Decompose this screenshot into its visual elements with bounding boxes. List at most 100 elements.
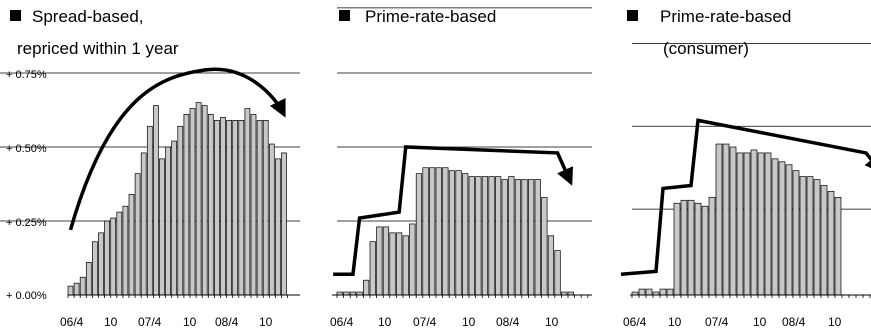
bar	[262, 120, 269, 296]
bar	[250, 114, 257, 296]
bar	[708, 196, 716, 296]
bar	[501, 179, 508, 296]
bar	[146, 125, 153, 296]
bar	[534, 179, 541, 296]
bar	[409, 223, 416, 296]
bar	[547, 235, 555, 296]
bar	[715, 143, 723, 296]
bar	[195, 102, 202, 296]
x-tick-label: 07/4	[138, 315, 162, 329]
bar	[495, 176, 502, 296]
x-tick-label: 10	[668, 315, 682, 329]
trend-arrow	[68, 67, 286, 231]
bar	[396, 232, 403, 296]
bar	[743, 152, 751, 296]
bar	[382, 226, 390, 296]
panel-title-line2: repriced within 1 year	[17, 39, 179, 58]
bar	[85, 262, 92, 296]
bar	[92, 241, 98, 296]
bar	[468, 176, 475, 296]
bar	[694, 202, 702, 296]
bar	[722, 143, 730, 296]
x-tick-label: 10	[259, 315, 273, 329]
bar	[778, 161, 786, 296]
bar	[244, 108, 251, 296]
bar	[104, 220, 110, 296]
bar	[554, 250, 561, 296]
y-tick-label: + 0.25%	[6, 217, 47, 229]
panel-title-line1: Spread-based,	[32, 7, 144, 26]
bar	[680, 199, 688, 296]
trend-arrow	[333, 145, 574, 277]
bar	[171, 140, 178, 296]
bar	[98, 232, 104, 296]
y-tick-label: + 0.75%	[6, 69, 47, 81]
panel-title-line1: Prime-rate-based	[660, 7, 791, 26]
bar	[116, 211, 123, 296]
bar	[429, 167, 436, 296]
x-tick-label: 07/4	[413, 315, 437, 329]
bar	[153, 105, 159, 296]
bar	[455, 170, 462, 296]
bar	[673, 202, 681, 296]
bar	[281, 152, 287, 296]
bar	[701, 205, 709, 296]
x-tick-label: 10	[753, 315, 767, 329]
bar	[415, 173, 423, 296]
legend-square-icon	[339, 10, 350, 21]
bar	[813, 179, 821, 296]
bar	[122, 205, 129, 296]
bar	[736, 152, 744, 296]
bar	[389, 232, 396, 296]
bar	[363, 279, 370, 296]
bar	[820, 185, 828, 296]
bar	[827, 191, 835, 296]
panel-spread-based: Spread-based, repriced within 1 year + 0…	[0, 7, 300, 329]
bar	[528, 179, 535, 296]
bar	[462, 173, 469, 296]
x-tick-label: 06/4	[330, 315, 354, 329]
bar	[638, 288, 646, 296]
bar	[771, 158, 779, 296]
bar	[521, 179, 528, 296]
bar	[764, 152, 772, 296]
x-tick-label: 10	[104, 315, 118, 329]
x-tick-label: 07/4	[705, 315, 729, 329]
bar	[541, 196, 548, 296]
x-tick-label: 08/4	[215, 315, 239, 329]
bar	[481, 176, 489, 296]
bar	[207, 114, 214, 296]
bar	[275, 158, 281, 296]
bar	[134, 173, 141, 296]
bar	[442, 167, 449, 296]
bar	[110, 217, 117, 296]
x-tick-label: 08/4	[496, 315, 520, 329]
x-tick-label: 10	[828, 315, 842, 329]
y-tick-label: + 0.50%	[6, 143, 47, 155]
bar	[422, 167, 429, 296]
panel-prime-rate-based: Prime-rate-based 06/4 10 07/4 10 08/4 10	[330, 7, 592, 329]
x-tick-label: 10	[183, 315, 197, 329]
bar	[488, 176, 495, 296]
bar	[448, 170, 456, 296]
bar	[165, 146, 171, 296]
panel-title-line2: (consumer)	[663, 39, 749, 58]
bar	[729, 146, 737, 296]
bar	[214, 120, 220, 296]
trend-arrow	[620, 118, 871, 277]
bar	[73, 282, 80, 296]
bar	[757, 152, 765, 296]
x-tick-label: 06/4	[60, 315, 84, 329]
legend-square-icon	[627, 10, 638, 21]
panel-prime-rate-based-consumer: Prime-rate-based (consumer) 06/4 10 07/4…	[620, 7, 871, 329]
bar	[268, 143, 275, 296]
panel-title-line1: Prime-rate-based	[365, 7, 496, 26]
bar	[687, 199, 695, 296]
bar	[792, 170, 800, 296]
bar	[177, 125, 184, 296]
x-tick-label: 06/4	[623, 315, 647, 329]
bar	[159, 158, 165, 296]
bar	[666, 288, 674, 296]
bar	[475, 176, 482, 296]
